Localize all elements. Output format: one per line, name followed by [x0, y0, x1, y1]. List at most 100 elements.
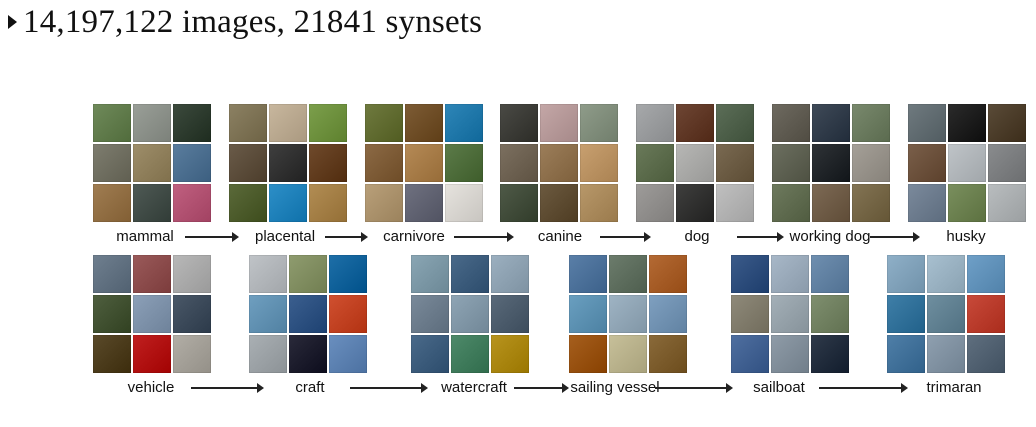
thumbnail-image [580, 144, 618, 182]
thumbnail-image [927, 335, 965, 373]
thumbnail-image [731, 335, 769, 373]
thumbnail-image [967, 255, 1005, 293]
image-grid-sailboat [731, 255, 849, 373]
image-grid-vehicle [93, 255, 211, 373]
thumbnail-image [269, 184, 307, 222]
thumbnail-image [500, 184, 538, 222]
synset-label: sailboat [753, 379, 805, 396]
arrow-right-icon [325, 232, 368, 242]
thumbnail-image [309, 144, 347, 182]
thumbnail-image [540, 184, 578, 222]
thumbnail-image [365, 104, 403, 142]
arrow-right-icon [870, 232, 920, 242]
thumbnail-image [133, 295, 171, 333]
thumbnail-image [887, 335, 925, 373]
thumbnail-image [967, 335, 1005, 373]
thumbnail-image [649, 335, 687, 373]
thumbnail-image [649, 255, 687, 293]
thumbnail-image [309, 104, 347, 142]
thumbnail-image [927, 295, 965, 333]
thumbnail-image [676, 144, 714, 182]
thumbnail-image [811, 255, 849, 293]
thumbnail-image [772, 144, 810, 182]
thumbnail-image [967, 295, 1005, 333]
thumbnail-image [133, 184, 171, 222]
thumbnail-image [948, 184, 986, 222]
thumbnail-image [329, 335, 367, 373]
thumbnail-image [609, 295, 647, 333]
thumbnail-image [229, 144, 267, 182]
image-grid-sailing-vessel [569, 255, 687, 373]
hierarchy-row-1: mammal placental carnivore canine dog working… [0, 104, 1036, 245]
hierarchy-row-2: vehicle craft watercraft sailing vessel sail… [0, 255, 1036, 396]
thumbnail-image [948, 104, 986, 142]
thumbnail-image [676, 184, 714, 222]
arrow-right-icon [350, 383, 428, 393]
thumbnail-image [636, 184, 674, 222]
thumbnail-image [445, 144, 483, 182]
synset-label: carnivore [383, 228, 445, 245]
thumbnail-image [411, 335, 449, 373]
synset-label: canine [537, 228, 583, 245]
thumbnail-image [289, 335, 327, 373]
synset-label: sailing vessel [570, 379, 660, 396]
thumbnail-image [887, 255, 925, 293]
thumbnail-image [289, 295, 327, 333]
thumbnail-image [812, 184, 850, 222]
thumbnail-image [988, 144, 1026, 182]
synset-label: trimaran [926, 379, 982, 396]
image-grid-watercraft [411, 255, 529, 373]
thumbnail-image [93, 335, 131, 373]
thumbnail-image [173, 335, 211, 373]
thumbnail-image [569, 255, 607, 293]
arrow-right-icon [737, 232, 784, 242]
thumbnail-image [249, 255, 287, 293]
thumbnail-image [405, 104, 443, 142]
thumbnail-image [451, 255, 489, 293]
arrow-right-icon [819, 383, 908, 393]
thumbnail-image [411, 255, 449, 293]
thumbnail-image [491, 335, 529, 373]
headline: 14,197,122 images, 21841 synsets [8, 2, 482, 42]
thumbnail-image [173, 184, 211, 222]
arrow-right-icon [191, 383, 264, 393]
thumbnail-image [636, 104, 674, 142]
arrow-right-icon [514, 383, 569, 393]
thumbnail-image [133, 104, 171, 142]
thumbnail-image [93, 104, 131, 142]
synset-label: vehicle [127, 379, 175, 396]
thumbnail-image [811, 335, 849, 373]
thumbnail-image [812, 144, 850, 182]
thumbnail-image [716, 184, 754, 222]
synset-label: dog [684, 228, 710, 245]
synset-label: craft [295, 379, 325, 396]
thumbnail-image [649, 295, 687, 333]
thumbnail-image [133, 144, 171, 182]
thumbnail-image [580, 104, 618, 142]
thumbnail-image [133, 335, 171, 373]
thumbnail-image [772, 104, 810, 142]
thumbnail-image [445, 184, 483, 222]
thumbnail-image [609, 255, 647, 293]
synset-label: placental [254, 228, 316, 245]
thumbnail-image [405, 144, 443, 182]
thumbnail-image [716, 104, 754, 142]
thumbnail-image [133, 255, 171, 293]
thumbnail-image [93, 295, 131, 333]
thumbnail-image [500, 104, 538, 142]
image-grid-working-dog [772, 104, 890, 222]
thumbnail-image [731, 295, 769, 333]
thumbnail-image [309, 184, 347, 222]
thumbnail-image [269, 104, 307, 142]
thumbnail-image [852, 144, 890, 182]
thumbnail-image [249, 295, 287, 333]
thumbnail-image [173, 104, 211, 142]
image-grid-dog [636, 104, 754, 222]
thumbnail-image [716, 144, 754, 182]
image-grid-placental [229, 104, 347, 222]
thumbnail-image [771, 295, 809, 333]
thumbnail-image [580, 184, 618, 222]
thumbnail-image [500, 144, 538, 182]
thumbnail-image [852, 104, 890, 142]
image-grid-canine [500, 104, 618, 222]
